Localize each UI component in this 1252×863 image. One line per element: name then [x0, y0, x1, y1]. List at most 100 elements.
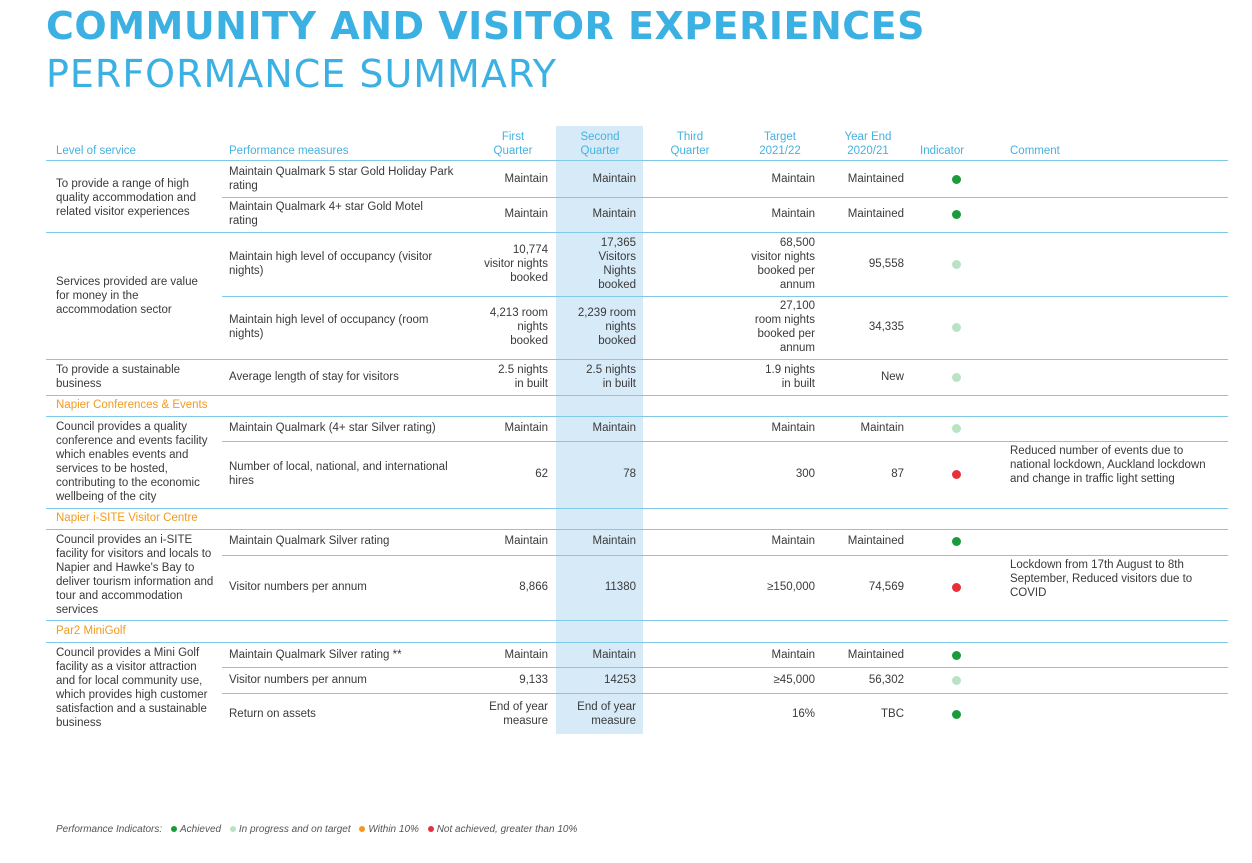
table-rule	[46, 416, 1228, 417]
second-quarter-cell: 17,365 Visitors Nights booked	[598, 237, 636, 291]
target-cell: 68,500 visitor nights booked per annum	[751, 237, 815, 291]
second-quarter-cell: Maintain	[592, 208, 636, 220]
first-quarter-cell: Maintain	[504, 422, 548, 434]
legend-in-progress: In progress and on target	[238, 824, 351, 835]
level-of-service-cell: Services provided are value for money in…	[56, 276, 198, 316]
indicator-in-progress-icon	[952, 373, 961, 382]
header-level-of-service: Level of service	[56, 145, 136, 157]
performance-measure-cell: Maintain Qualmark (4+ star Silver rating…	[229, 422, 436, 434]
target-cell: Maintain	[771, 208, 815, 220]
second-quarter-cell: Maintain	[592, 649, 636, 661]
indicator-not-achieved-icon	[952, 583, 961, 592]
table-rule	[46, 395, 1228, 396]
not-achieved-dot-icon	[427, 825, 434, 832]
year-end-cell: Maintained	[847, 208, 904, 220]
target-cell: 1.9 nights in built	[765, 364, 815, 390]
table-rule	[46, 359, 1228, 360]
target-cell: Maintain	[771, 649, 815, 661]
within-dot-icon	[359, 825, 366, 832]
table-rule	[46, 232, 1228, 233]
section-heading: Par2 MiniGolf	[56, 625, 126, 637]
table-rule	[46, 642, 1228, 643]
first-quarter-cell: 8,866	[519, 581, 548, 593]
header-performance-measures: Performance measures	[229, 145, 349, 157]
indicator-achieved-icon	[952, 175, 961, 184]
table-rule	[222, 441, 1228, 442]
year-end-cell: Maintained	[847, 173, 904, 185]
indicator-in-progress-icon	[952, 424, 961, 433]
indicator-in-progress-icon	[952, 323, 961, 332]
second-quarter-cell: 2.5 nights in built	[586, 364, 636, 390]
year-end-cell: 87	[891, 468, 904, 480]
indicator-not-achieved-icon	[952, 470, 961, 479]
year-end-cell: Maintain	[860, 422, 904, 434]
table-rule	[46, 529, 1228, 530]
second-quarter-cell: 2,239 room nights booked	[577, 307, 636, 347]
legend-within: Within 10%	[368, 824, 419, 835]
performance-measure-cell: Number of local, national, and internati…	[229, 461, 448, 487]
table-rule	[46, 508, 1228, 509]
year-end-cell: New	[880, 371, 904, 383]
table-rule	[222, 555, 1228, 556]
level-of-service-cell: Council provides an i-SITE facility for …	[56, 534, 214, 616]
performance-measure-cell: Visitor numbers per annum	[229, 674, 367, 686]
level-of-service-cell: To provide a range of high quality accom…	[56, 178, 196, 218]
page-subtitle: PERFORMANCE SUMMARY	[46, 52, 558, 96]
year-end-cell: Maintained	[847, 535, 904, 547]
year-end-cell: 34,335	[868, 321, 904, 333]
performance-measure-cell: Return on assets	[229, 708, 316, 720]
achieved-dot-icon	[170, 825, 177, 832]
year-end-cell: 56,302	[868, 674, 904, 686]
first-quarter-cell: Maintain	[504, 535, 548, 547]
year-end-cell: 95,558	[868, 258, 904, 270]
first-quarter-cell: 2.5 nights in built	[498, 364, 548, 390]
second-quarter-cell: Maintain	[592, 535, 636, 547]
first-quarter-cell: 4,213 room nights booked	[489, 307, 548, 347]
header-comment: Comment	[1010, 145, 1060, 157]
target-cell: Maintain	[771, 422, 815, 434]
indicator-achieved-icon	[952, 651, 961, 660]
first-quarter-cell: 9,133	[519, 674, 548, 686]
header-third-quarter: Third Quarter	[670, 131, 710, 157]
level-of-service-cell: Council provides a quality conference an…	[56, 421, 208, 503]
first-quarter-cell: Maintain	[504, 173, 548, 185]
in-progress-dot-icon	[229, 825, 236, 832]
performance-measure-cell: Visitor numbers per annum	[229, 581, 367, 593]
indicator-achieved-icon	[952, 537, 961, 546]
target-cell: 300	[795, 468, 815, 480]
indicator-in-progress-icon	[952, 260, 961, 269]
table-rule	[46, 160, 1228, 161]
target-cell: ≥45,000	[773, 674, 816, 686]
target-cell: Maintain	[771, 173, 815, 185]
first-quarter-cell: Maintain	[504, 208, 548, 220]
comment-cell: Reduced number of events due to national…	[1010, 445, 1206, 485]
indicator-legend: Performance Indicators: Achieved In prog…	[56, 824, 577, 835]
comment-cell: Lockdown from 17th August to 8th Septemb…	[1010, 559, 1193, 599]
header-second-quarter: Second Quarter	[580, 131, 620, 157]
performance-measure-cell: Maintain Qualmark Silver rating	[229, 535, 390, 547]
first-quarter-cell: 10,774 visitor nights booked	[484, 244, 548, 284]
target-cell: 16%	[791, 708, 815, 720]
first-quarter-cell: 62	[535, 468, 548, 480]
indicator-achieved-icon	[952, 210, 961, 219]
performance-measure-cell: Maintain high level of occupancy (room n…	[229, 314, 429, 340]
second-quarter-cell: 11380	[604, 581, 636, 593]
level-of-service-cell: Council provides a Mini Golf facility as…	[56, 647, 208, 729]
second-quarter-cell: 14253	[604, 674, 636, 686]
indicator-achieved-icon	[952, 710, 961, 719]
first-quarter-cell: Maintain	[504, 649, 548, 661]
legend-not-achieved: Not achieved, greater than 10%	[436, 824, 578, 835]
performance-measure-cell: Maintain Qualmark Silver rating **	[229, 649, 402, 661]
performance-measure-cell: Average length of stay for visitors	[229, 371, 399, 383]
table-rule	[222, 667, 1228, 668]
second-quarter-cell: End of year measure	[577, 701, 636, 727]
table-rule	[222, 197, 1228, 198]
indicator-in-progress-icon	[952, 676, 961, 685]
table-rule	[222, 693, 1228, 694]
target-cell: Maintain	[771, 535, 815, 547]
header-year-end: Year End 2020/21	[844, 131, 892, 157]
table-rule	[46, 620, 1228, 621]
target-cell: ≥150,000	[767, 581, 815, 593]
section-heading: Napier i-SITE Visitor Centre	[56, 512, 198, 524]
year-end-cell: Maintained	[847, 649, 904, 661]
